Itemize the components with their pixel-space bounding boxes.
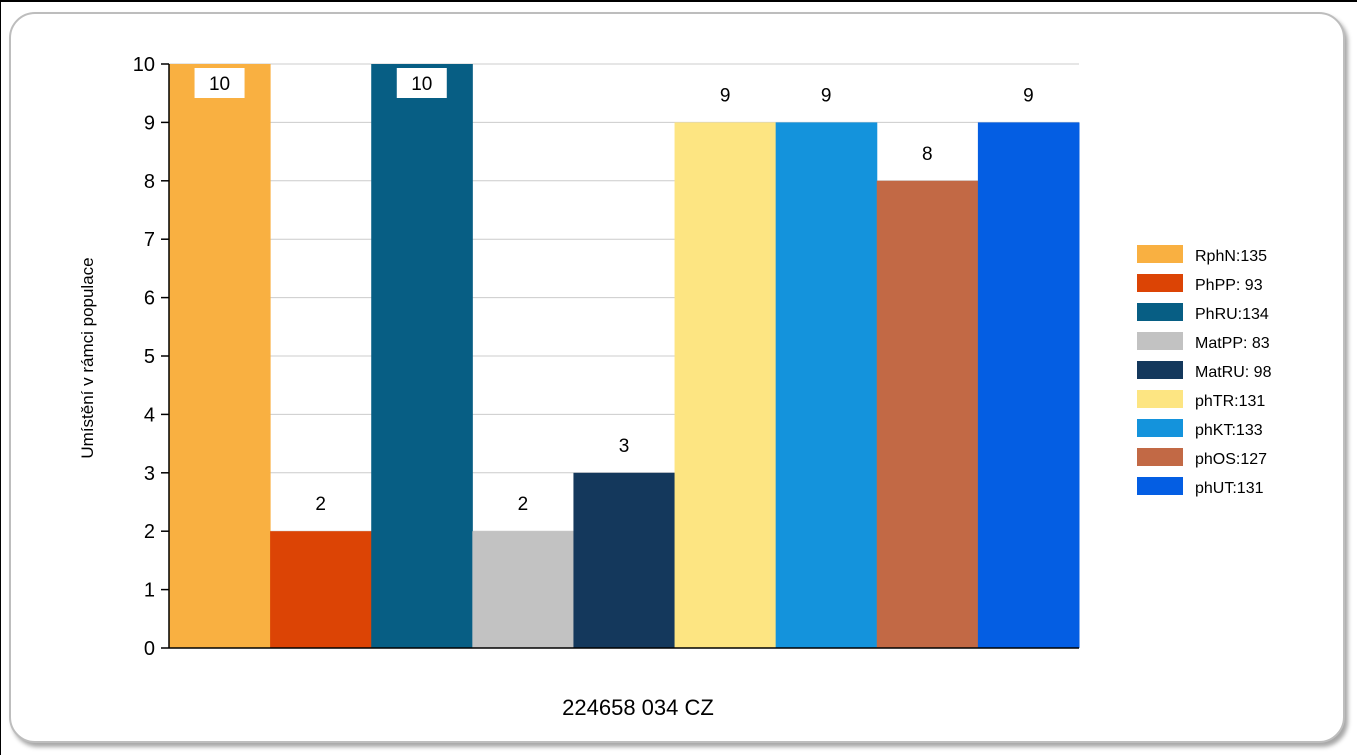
legend-entry: MatPP: 83 xyxy=(1195,335,1270,352)
legend-swatch xyxy=(1137,361,1183,379)
legend-entry: phTR:131 xyxy=(1195,393,1265,410)
y-axis-ticks: 0 1 2 3 4 5 6 7 8 9 10 xyxy=(133,54,169,660)
bar xyxy=(270,531,372,648)
bar xyxy=(977,122,1080,648)
bar xyxy=(169,64,271,648)
data-label: 9 xyxy=(720,85,731,106)
legend-swatch xyxy=(1137,477,1183,495)
data-label: 10 xyxy=(411,74,432,95)
legend-entry: RphN:135 xyxy=(1195,248,1267,265)
y-tick-label: 9 xyxy=(144,112,155,134)
data-label: 9 xyxy=(821,85,832,106)
y-tick-label: 8 xyxy=(144,171,155,193)
legend-swatch xyxy=(1137,274,1183,292)
data-label: 10 xyxy=(209,74,230,95)
y-tick-label: 6 xyxy=(144,288,155,310)
y-tick-label: 4 xyxy=(144,404,155,426)
y-tick-label: 2 xyxy=(144,521,155,543)
legend-swatch xyxy=(1137,390,1183,408)
legend-entry: PhRU:134 xyxy=(1195,306,1269,323)
bar xyxy=(876,180,979,649)
y-tick-label: 0 xyxy=(144,638,155,660)
bar xyxy=(674,122,777,648)
data-label-box xyxy=(194,68,245,98)
legend-swatch xyxy=(1137,419,1183,437)
y-axis-label: Umístění v rámci populace xyxy=(78,257,97,458)
x-axis-label: 224658 034 CZ xyxy=(562,695,714,720)
legend-entry: PhPP: 93 xyxy=(1195,277,1263,294)
data-label-box xyxy=(396,68,447,98)
data-label: 9 xyxy=(1023,85,1034,106)
data-label: 2 xyxy=(518,494,529,515)
data-label: 2 xyxy=(315,494,326,515)
data-labels: 10 2 10 2 3 9 9 8 9 xyxy=(194,68,1034,515)
legend-swatch xyxy=(1137,303,1183,321)
bar xyxy=(573,472,676,648)
y-tick-label: 3 xyxy=(144,463,155,485)
legend: RphN:135 PhPP: 93 PhRU:134 MatPP: 83 MatRU: … xyxy=(1134,214,1330,497)
legend-entry: phOS:127 xyxy=(1195,451,1267,468)
legend-swatch xyxy=(1137,332,1183,350)
legend-swatch xyxy=(1137,245,1183,263)
bar xyxy=(472,531,574,648)
y-tick-label: 7 xyxy=(144,229,155,251)
y-tick-label: 1 xyxy=(144,580,155,602)
bars xyxy=(169,64,1080,649)
legend-entry: phKT:133 xyxy=(1195,422,1263,439)
legend-swatch xyxy=(1137,448,1183,466)
bar xyxy=(371,64,473,648)
legend-entry: MatRU: 98 xyxy=(1195,364,1272,381)
data-label: 8 xyxy=(922,144,933,165)
bar xyxy=(775,122,878,648)
legend-entry: phUT:131 xyxy=(1195,480,1264,497)
y-tick-label: 5 xyxy=(144,346,155,368)
y-tick-label: 10 xyxy=(133,54,155,76)
data-label: 3 xyxy=(619,436,630,457)
